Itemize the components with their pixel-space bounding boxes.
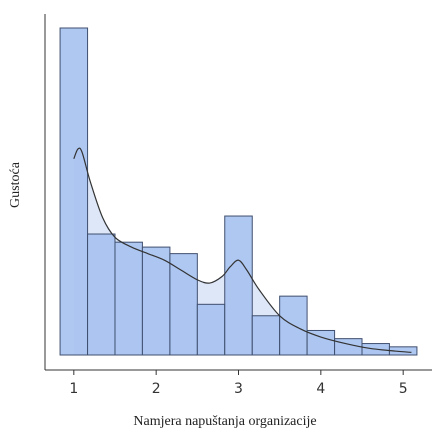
histogram-bar bbox=[141, 246, 171, 356]
histogram-bar bbox=[114, 241, 143, 356]
histogram-bar bbox=[87, 233, 116, 356]
x-tick-label: 1 bbox=[69, 381, 78, 397]
histogram-bar bbox=[306, 329, 336, 356]
y-axis-title: Gustoća bbox=[8, 161, 23, 208]
x-tick-label: 3 bbox=[234, 381, 243, 397]
histogram-bars bbox=[59, 27, 418, 356]
histogram-bar bbox=[169, 253, 198, 356]
x-tick-label: 5 bbox=[399, 381, 408, 397]
x-tick-label: 4 bbox=[316, 381, 325, 397]
histogram-bar bbox=[196, 303, 226, 356]
histogram-bar bbox=[224, 215, 253, 356]
x-ticks: 1 2 3 4 5 bbox=[69, 370, 408, 397]
histogram-bar bbox=[59, 27, 89, 356]
density-curve bbox=[73, 147, 412, 353]
density-curve-layer bbox=[73, 147, 412, 353]
x-axis-title: Namjera napuštanja organizacije bbox=[133, 414, 316, 429]
histogram-bar bbox=[251, 315, 281, 356]
x-tick-label: 2 bbox=[152, 381, 161, 397]
